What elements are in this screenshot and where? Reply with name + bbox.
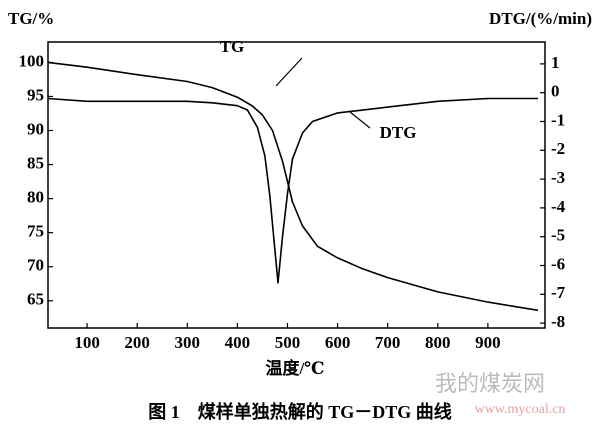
series-line xyxy=(47,61,539,312)
y-tick-label: 70 xyxy=(27,256,44,275)
annotation-leader xyxy=(275,57,303,87)
watermark: 我的煤炭网 xyxy=(435,371,545,396)
y2-tick-label: -1 xyxy=(551,110,565,129)
y-tick-label: 85 xyxy=(27,153,44,172)
x-tick-label: 900 xyxy=(475,333,501,352)
series-line xyxy=(47,97,538,284)
x-tick-label: 800 xyxy=(425,333,451,352)
y-tick-label: 75 xyxy=(27,222,44,241)
y2-tick-label: -5 xyxy=(551,226,565,245)
y2-tick-label: -2 xyxy=(551,139,565,158)
y-tick-label: 100 xyxy=(19,51,45,70)
watermark: www.mycoal.cn xyxy=(475,402,566,417)
x-tick-label: 200 xyxy=(124,333,150,352)
y-tick-label: 80 xyxy=(27,188,44,207)
x-tick-label: 600 xyxy=(325,333,351,352)
y-tick-label: 95 xyxy=(27,85,44,104)
y-axis-title: TG/% xyxy=(8,9,54,28)
y2-tick-label: -7 xyxy=(551,283,566,302)
x-tick-label: 100 xyxy=(74,333,100,352)
chart-title: 图 1 煤样单独热解的 TG－DTG 曲线 xyxy=(148,401,452,422)
y-tick-label: 90 xyxy=(27,119,44,138)
y2-axis-title: DTG/(%/min) xyxy=(489,9,592,28)
y2-tick-label: -6 xyxy=(551,254,565,273)
y2-tick-label: -4 xyxy=(551,197,566,216)
annotation: DTG xyxy=(380,123,417,142)
annotation: TG xyxy=(220,37,245,56)
y-tick-label: 65 xyxy=(27,290,44,309)
x-tick-label: 500 xyxy=(275,333,301,352)
x-tick-label: 400 xyxy=(225,333,251,352)
annotation-leader xyxy=(349,111,371,129)
y2-tick-label: 1 xyxy=(551,53,560,72)
x-tick-label: 700 xyxy=(375,333,401,352)
x-tick-label: 300 xyxy=(175,333,201,352)
plot-frame xyxy=(47,41,546,329)
y2-tick-label: -8 xyxy=(551,312,565,331)
y2-tick-label: -3 xyxy=(551,168,565,187)
x-axis-title: 温度/℃ xyxy=(265,358,324,378)
y2-tick-label: 0 xyxy=(551,82,560,101)
